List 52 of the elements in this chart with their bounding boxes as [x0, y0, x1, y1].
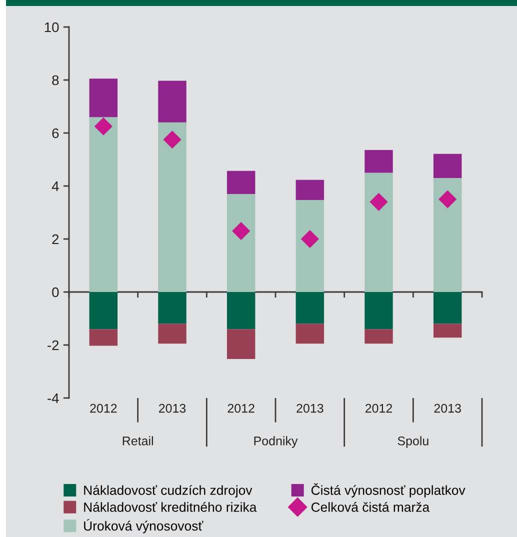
bar — [226, 292, 256, 330]
bar — [364, 329, 393, 344]
y-tick-label: 0 — [52, 287, 59, 298]
point — [163, 130, 182, 149]
bar — [364, 172, 393, 292]
bar — [89, 78, 118, 118]
bar — [433, 324, 462, 338]
bar — [433, 178, 462, 292]
legend-label: Celková čistá marža — [311, 502, 430, 512]
bar — [226, 170, 256, 194]
x-tick-label: 2012 — [365, 404, 392, 413]
bar — [158, 122, 186, 292]
x-tick-label: 2012 — [90, 404, 117, 413]
bar — [89, 292, 118, 330]
text: Podniky — [254, 436, 298, 448]
bar — [296, 324, 324, 344]
point — [94, 117, 112, 136]
bar — [296, 180, 324, 200]
text: Spolu — [398, 436, 428, 448]
y-tick-label: -4 — [48, 393, 59, 404]
point — [300, 230, 319, 248]
legend-label: Nákladovosť kreditného rizika — [84, 502, 257, 512]
x-tick-label: 2013 — [158, 404, 186, 413]
bar — [433, 154, 462, 178]
legend-label: Úroková výnosovosť — [84, 519, 204, 534]
y-tick-label: 2 — [52, 234, 59, 244]
bar — [296, 200, 324, 292]
point — [370, 192, 388, 211]
bar — [433, 292, 462, 324]
y-tick-label: 4 — [52, 181, 59, 192]
y-tick-label: 6 — [52, 128, 59, 138]
bar — [226, 329, 256, 360]
bar — [89, 329, 118, 346]
bar — [158, 324, 186, 344]
bar — [226, 194, 256, 292]
y-tick-label: 10 — [44, 22, 59, 32]
point — [232, 222, 250, 240]
bar — [89, 117, 118, 292]
y-tick-label: -2 — [48, 340, 59, 350]
bar — [158, 292, 186, 324]
bar — [364, 150, 393, 173]
bar — [158, 80, 186, 122]
bar — [364, 292, 393, 330]
legend-label: Čistá výnosnosť poplatkov — [311, 483, 466, 498]
text: Retail — [122, 436, 153, 446]
legend-label: Nákladovosť cudzích zdrojov — [84, 485, 252, 498]
x-tick-label: 2012 — [228, 404, 254, 413]
bar — [296, 292, 324, 324]
y-tick-label: 8 — [52, 75, 59, 86]
x-tick-label: 2013 — [434, 404, 461, 413]
x-tick-label: 2013 — [296, 404, 324, 413]
point — [438, 190, 457, 208]
